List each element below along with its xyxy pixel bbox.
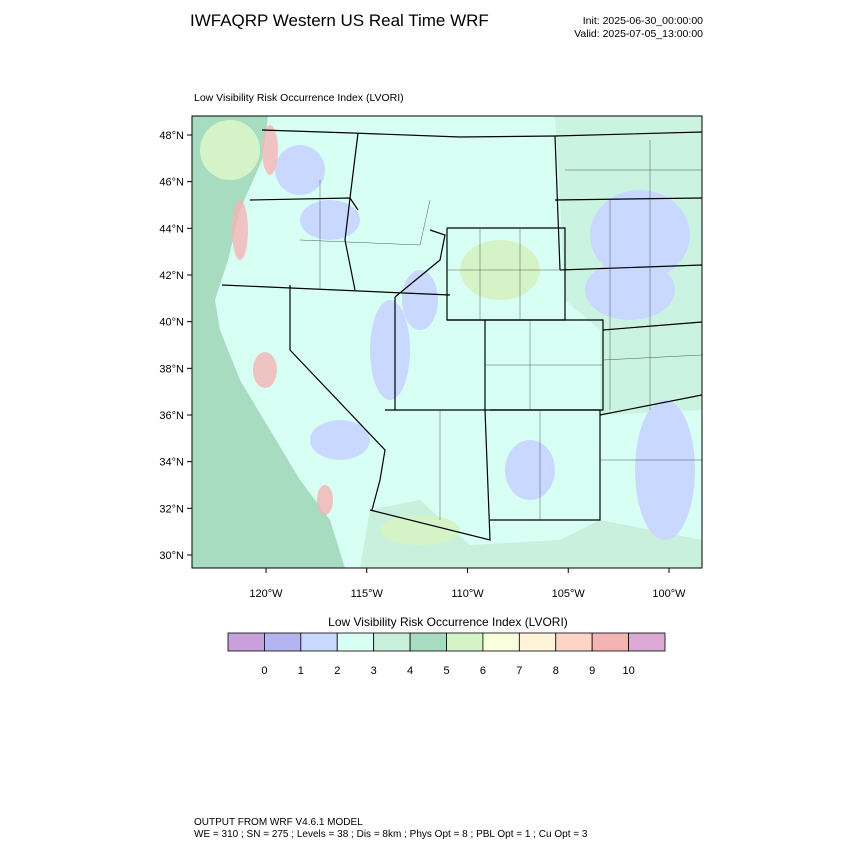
valid-time: Valid: 2025-07-05_13:00:00 bbox=[574, 28, 703, 40]
colorbar-label: 6 bbox=[480, 665, 486, 677]
low-index-areas bbox=[275, 145, 695, 540]
colorbar-label: 8 bbox=[553, 665, 559, 677]
lat-label: 44°N bbox=[159, 223, 184, 235]
colorbar-box bbox=[336, 632, 375, 652]
lat-label: 42°N bbox=[159, 270, 184, 282]
lon-label: 100°W bbox=[652, 588, 686, 600]
high-index-areas bbox=[232, 125, 333, 515]
colorbar-label: 7 bbox=[516, 665, 522, 677]
map-title: Low Visibility Risk Occurrence Index (LV… bbox=[194, 92, 404, 104]
colorbar-label: 4 bbox=[407, 665, 413, 677]
colorbar-label: 1 bbox=[298, 665, 304, 677]
lat-label: 36°N bbox=[159, 410, 184, 422]
colorbar-label: 3 bbox=[371, 665, 377, 677]
colorbar-box bbox=[373, 632, 411, 652]
colorbar-box bbox=[518, 632, 557, 652]
lon-label: 120°W bbox=[249, 588, 283, 600]
colorbar-label: 9 bbox=[589, 665, 595, 677]
colorbar-box bbox=[555, 632, 593, 652]
lon-label: 115°W bbox=[351, 588, 384, 600]
county-lines bbox=[299, 140, 702, 520]
colorbar-box bbox=[628, 632, 666, 652]
colorbar-box bbox=[482, 632, 520, 652]
colorbar-label: 10 bbox=[622, 665, 634, 677]
lat-label: 30°N bbox=[159, 550, 184, 562]
lat-label: 32°N bbox=[159, 503, 184, 515]
colorbar-box bbox=[446, 632, 484, 652]
lat-label: 48°N bbox=[159, 130, 184, 142]
footer-line: WE = 310 ; SN = 275 ; Levels = 38 ; Dis … bbox=[194, 829, 588, 840]
colorbar-box bbox=[409, 632, 447, 652]
colorbar-box bbox=[264, 632, 302, 652]
init-time: Init: 2025-06-30_00:00:00 bbox=[583, 15, 703, 27]
main-title: IWFAQRP Western US Real Time WRF bbox=[190, 11, 489, 30]
footer-line: OUTPUT FROM WRF V4.6.1 MODEL bbox=[194, 817, 363, 828]
lon-label: 110°W bbox=[451, 588, 484, 600]
lat-label: 38°N bbox=[159, 363, 184, 375]
colorbar-label: 0 bbox=[261, 665, 267, 677]
colorbar-box bbox=[591, 632, 629, 652]
colorbar-box bbox=[300, 632, 338, 652]
mexico bbox=[360, 500, 702, 568]
lon-label: 105°W bbox=[552, 588, 586, 600]
lat-label: 40°N bbox=[159, 317, 184, 329]
colorbar-box bbox=[227, 632, 265, 652]
colorbar-title: Low Visibility Risk Occurrence Index (LV… bbox=[328, 615, 568, 629]
colorbar-label: 5 bbox=[443, 665, 449, 677]
colorbar-label: 2 bbox=[334, 665, 340, 677]
lat-label: 34°N bbox=[159, 457, 184, 469]
lat-label: 46°N bbox=[159, 177, 184, 189]
map bbox=[191, 115, 703, 569]
map-frame bbox=[191, 115, 703, 569]
ocean bbox=[192, 116, 345, 568]
